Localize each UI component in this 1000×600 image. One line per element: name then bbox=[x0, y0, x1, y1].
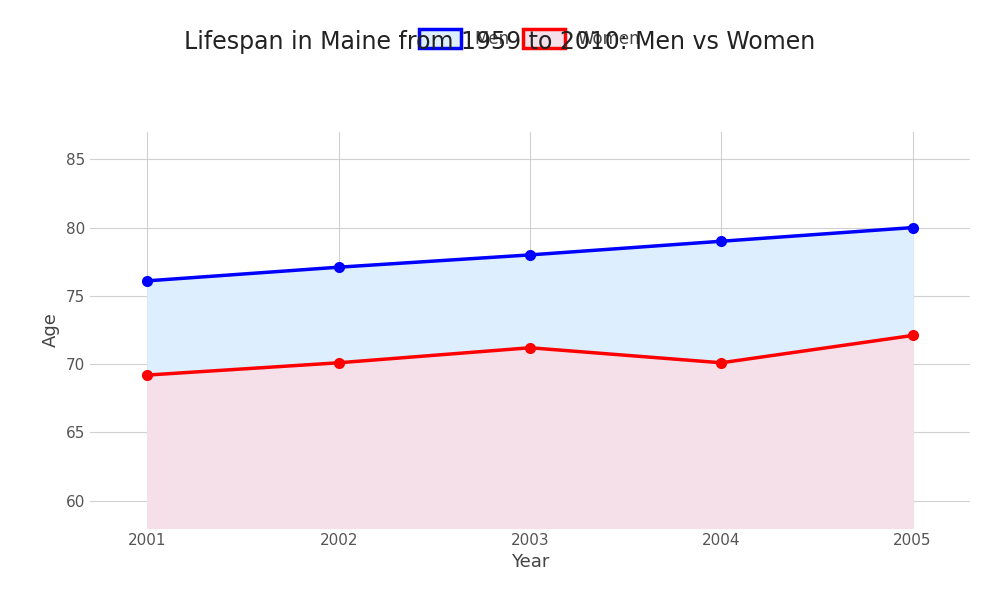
Y-axis label: Age: Age bbox=[42, 313, 60, 347]
X-axis label: Year: Year bbox=[511, 553, 549, 571]
Text: Lifespan in Maine from 1959 to 2010: Men vs Women: Lifespan in Maine from 1959 to 2010: Men… bbox=[184, 30, 816, 54]
Legend: Men, Women: Men, Women bbox=[419, 29, 641, 48]
